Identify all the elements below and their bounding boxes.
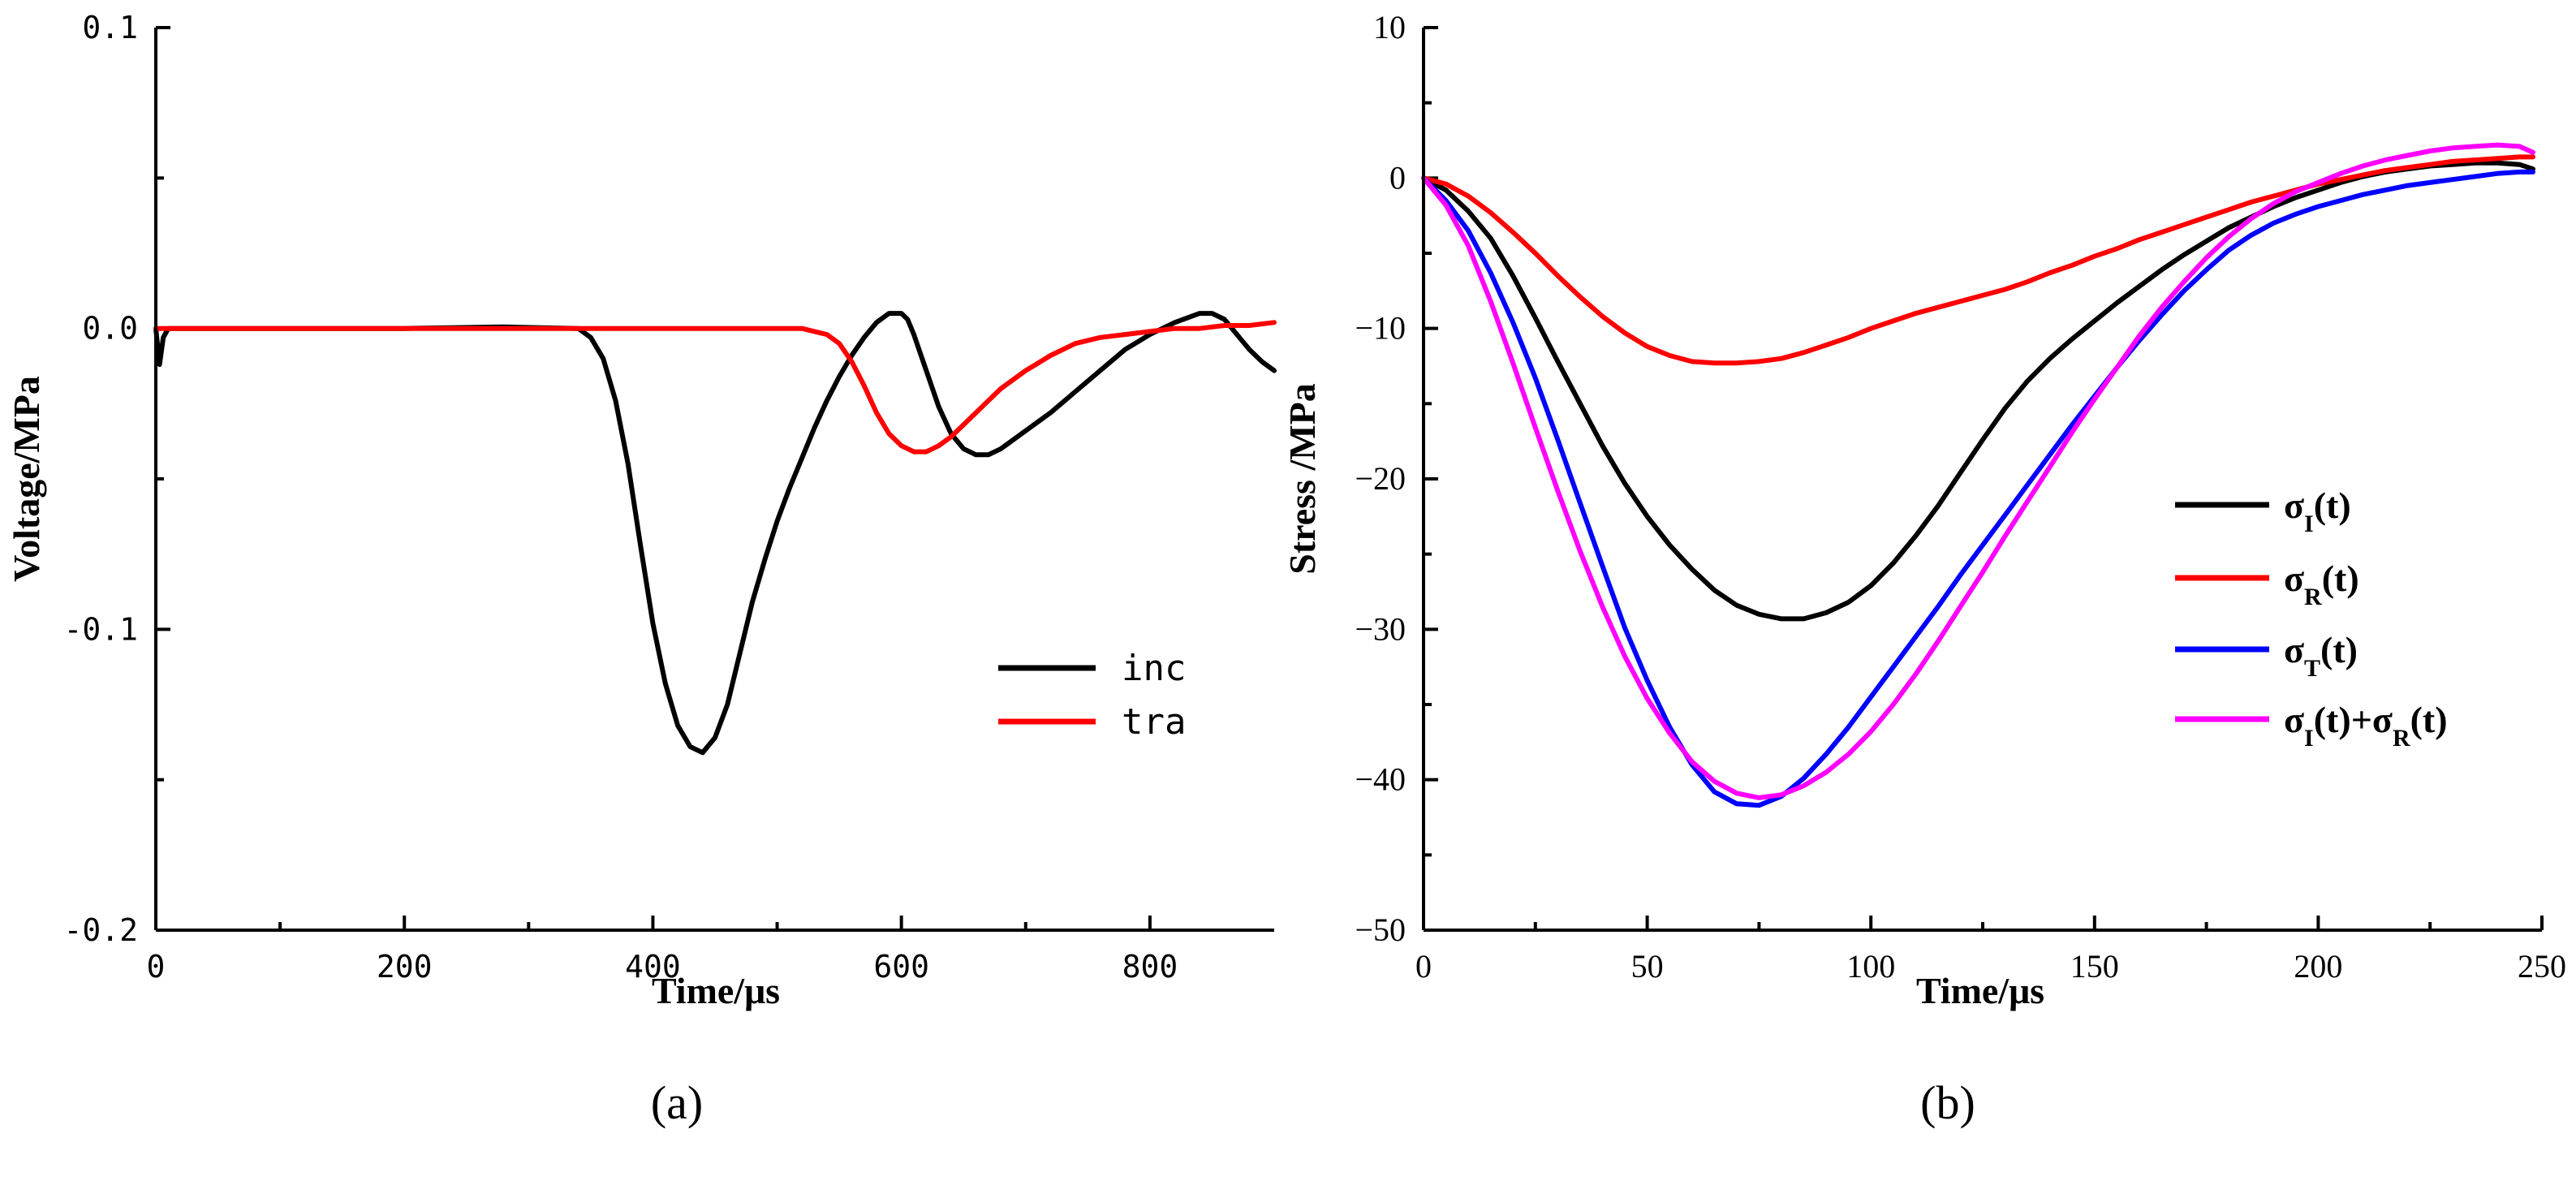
chart-a-y-axis-title: Voltage/MPa bbox=[6, 376, 47, 582]
chart-b-y-axis-title: Stress /MPa bbox=[1282, 383, 1323, 575]
chart-b-x-axis-title: Time/μs bbox=[1916, 970, 2044, 1011]
legend-label-sigma-i-plus-r: σI(t)+σR(t) bbox=[2284, 699, 2448, 752]
chart-a-ticks bbox=[154, 26, 1152, 932]
chart-a-y-tick-label: -0.2 bbox=[63, 912, 138, 948]
chart-b-y-tick-label: −30 bbox=[1355, 610, 1406, 647]
legend-label-inc: inc bbox=[1122, 648, 1186, 689]
chart-b-y-tick-label: 10 bbox=[1373, 9, 1406, 45]
chart-b-x-tick-label: 150 bbox=[2070, 948, 2119, 985]
chart-a-y-tick-label: 0.0 bbox=[82, 311, 138, 347]
chart-b-x-tick-label: 0 bbox=[1415, 948, 1432, 985]
chart-a-y-tick-label: 0.1 bbox=[82, 10, 138, 45]
chart-a-x-tick-label: 800 bbox=[1122, 949, 1178, 985]
chart-a-x-tick-label: 200 bbox=[377, 949, 433, 985]
chart-b-y-tick-label: −50 bbox=[1355, 911, 1406, 948]
chart-b-y-tick-label: −40 bbox=[1355, 761, 1406, 798]
chart-b-y-tick-label: −10 bbox=[1355, 310, 1406, 347]
chart-a-y-tick-label: -0.1 bbox=[63, 611, 138, 647]
chart-a-series-line-0 bbox=[153, 311, 1277, 756]
chart-b-x-tick-label: 250 bbox=[2518, 948, 2566, 985]
chart-panel-a: 0 200 400 600 800 0.1 0.0 -0.1 -0.2 Time/μs Volt… bbox=[6, 10, 1277, 1129]
legend-label-sigma-r: σR(t) bbox=[2284, 558, 2359, 610]
legend-label-sigma-t: σT(t) bbox=[2284, 629, 2358, 682]
chart-b-series-line-2 bbox=[1421, 169, 2535, 808]
panel-label-a: (a) bbox=[651, 1076, 703, 1129]
legend-label-tra: tra bbox=[1122, 701, 1186, 743]
chart-b-series-group bbox=[1421, 142, 2535, 808]
chart-b-x-tick-label: 100 bbox=[1846, 948, 1895, 985]
chart-a-x-tick-label: 400 bbox=[625, 949, 681, 985]
chart-b-y-tick-label: 0 bbox=[1389, 159, 1406, 196]
chart-a-tick-labels: 0 200 400 600 800 0.1 0.0 -0.1 -0.2 bbox=[63, 10, 1178, 985]
chart-a-legend: inc tra bbox=[998, 648, 1186, 743]
chart-b-y-tick-label: −20 bbox=[1355, 460, 1406, 497]
chart-b-legend: σI(t) σR(t) σT(t) σI(t)+σR(t) bbox=[2175, 485, 2448, 752]
chart-a-x-axis-title: Time/μs bbox=[652, 970, 780, 1011]
chart-b-series-line-1 bbox=[1421, 154, 2535, 366]
chart-b-x-tick-label: 50 bbox=[1631, 948, 1664, 985]
chart-b-x-tick-label: 200 bbox=[2294, 948, 2342, 985]
chart-a-x-tick-label: 600 bbox=[873, 949, 929, 985]
chart-b-series-line-3 bbox=[1421, 142, 2535, 800]
panel-label-b: (b) bbox=[1920, 1076, 1975, 1129]
legend-label-sigma-i: σI(t) bbox=[2284, 485, 2351, 537]
chart-a-series-line-1 bbox=[153, 320, 1277, 455]
chart-a-x-tick-label: 0 bbox=[147, 949, 166, 985]
chart-a-series-group bbox=[153, 311, 1277, 756]
